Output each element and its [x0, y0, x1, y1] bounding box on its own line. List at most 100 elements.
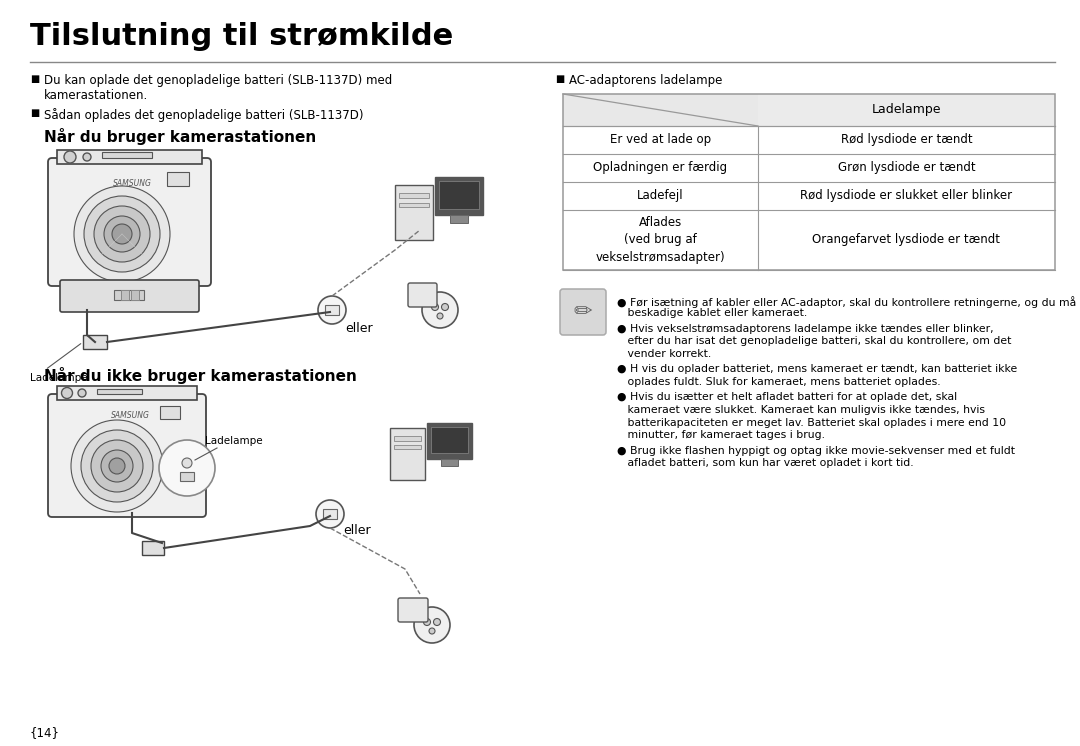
- Text: Orangefarvet lysdiode er tændt: Orangefarvet lysdiode er tændt: [812, 233, 1000, 246]
- Text: {14}: {14}: [30, 726, 60, 739]
- Text: ■: ■: [30, 74, 39, 84]
- Text: Ladelampe: Ladelampe: [205, 436, 262, 446]
- Bar: [390, 428, 426, 480]
- Text: kameraet være slukket. Kameraet kan muligvis ikke tændes, hvis: kameraet være slukket. Kameraet kan muli…: [617, 405, 985, 415]
- Circle shape: [414, 607, 450, 643]
- Bar: [399, 203, 429, 207]
- Bar: [563, 154, 1055, 182]
- Circle shape: [316, 500, 345, 528]
- Circle shape: [159, 440, 215, 496]
- FancyBboxPatch shape: [48, 394, 206, 517]
- Bar: [563, 94, 1055, 270]
- Bar: [57, 150, 202, 164]
- Circle shape: [78, 389, 86, 397]
- Bar: [394, 436, 421, 441]
- Circle shape: [75, 186, 170, 282]
- Text: batterikapaciteten er meget lav. Batteriet skal oplades i mere end 10: batterikapaciteten er meget lav. Batteri…: [617, 418, 1007, 427]
- Bar: [431, 427, 468, 453]
- Text: ● H vis du oplader batteriet, mens kameraet er tændt, kan batteriet ikke: ● H vis du oplader batteriet, mens kamer…: [617, 365, 1017, 374]
- FancyBboxPatch shape: [48, 158, 211, 286]
- Circle shape: [81, 430, 153, 502]
- Text: Når du bruger kamerastationen: Når du bruger kamerastationen: [44, 128, 316, 145]
- Text: ● Hvis vekselstrømsadaptorens ladelampe ikke tændes eller blinker,: ● Hvis vekselstrømsadaptorens ladelampe …: [617, 324, 994, 334]
- Text: Ladelampe: Ladelampe: [30, 373, 87, 383]
- Circle shape: [104, 216, 140, 252]
- Bar: [563, 210, 1055, 270]
- Bar: [102, 152, 152, 158]
- Bar: [180, 472, 194, 481]
- Circle shape: [422, 292, 458, 328]
- Circle shape: [183, 458, 192, 468]
- Bar: [435, 177, 483, 215]
- FancyBboxPatch shape: [399, 598, 428, 622]
- Text: eller: eller: [345, 322, 373, 335]
- Text: Er ved at lade op: Er ved at lade op: [610, 134, 711, 146]
- FancyBboxPatch shape: [408, 283, 437, 307]
- Circle shape: [84, 196, 160, 272]
- Text: ■: ■: [30, 108, 39, 118]
- Circle shape: [91, 440, 143, 492]
- Bar: [121, 290, 129, 300]
- Bar: [160, 406, 180, 419]
- Text: ● Før isætning af kabler eller AC-adaptor, skal du kontrollere retningerne, og d: ● Før isætning af kabler eller AC-adapto…: [617, 296, 1080, 308]
- Bar: [441, 459, 458, 466]
- Bar: [114, 290, 144, 300]
- Text: Grøn lysdiode er tændt: Grøn lysdiode er tændt: [838, 161, 975, 175]
- Text: Ladefejl: Ladefejl: [637, 189, 684, 202]
- Circle shape: [109, 458, 125, 474]
- Circle shape: [442, 304, 448, 310]
- Circle shape: [83, 153, 91, 161]
- Bar: [395, 185, 433, 240]
- Text: Rød lysdiode er slukket eller blinker: Rød lysdiode er slukket eller blinker: [800, 189, 1013, 202]
- FancyBboxPatch shape: [561, 289, 606, 335]
- Text: AC-adaptorens ladelampe: AC-adaptorens ladelampe: [569, 74, 723, 87]
- Circle shape: [318, 296, 346, 324]
- Bar: [438, 181, 480, 209]
- Bar: [394, 445, 421, 449]
- Bar: [167, 172, 189, 186]
- Bar: [758, 94, 1055, 126]
- Text: kamerastationen.: kamerastationen.: [44, 89, 148, 102]
- Text: Sådan oplades det genopladelige batteri (SLB-1137D): Sådan oplades det genopladelige batteri …: [44, 108, 364, 122]
- Circle shape: [432, 304, 438, 310]
- Circle shape: [433, 618, 441, 625]
- Bar: [399, 193, 429, 198]
- Text: Tilslutning til strømkilde: Tilslutning til strømkilde: [30, 22, 454, 51]
- Circle shape: [423, 618, 431, 625]
- Circle shape: [71, 420, 163, 512]
- Bar: [563, 94, 1055, 126]
- Text: Opladningen er færdig: Opladningen er færdig: [593, 161, 728, 175]
- Text: minutter, før kameraet tages i brug.: minutter, før kameraet tages i brug.: [617, 430, 825, 440]
- Bar: [563, 182, 1055, 210]
- Circle shape: [102, 450, 133, 482]
- Text: efter du har isat det genopladelige batteri, skal du kontrollere, om det: efter du har isat det genopladelige batt…: [617, 336, 1011, 346]
- Text: beskadige kablet eller kameraet.: beskadige kablet eller kameraet.: [617, 309, 807, 319]
- Text: SAMSUNG: SAMSUNG: [112, 180, 151, 189]
- Bar: [131, 290, 139, 300]
- Bar: [141, 541, 164, 555]
- Text: ■: ■: [555, 74, 564, 84]
- Text: ✏: ✏: [573, 302, 592, 322]
- Bar: [57, 386, 197, 400]
- Bar: [323, 509, 337, 519]
- Text: SAMSUNG: SAMSUNG: [110, 412, 149, 421]
- Text: eller: eller: [343, 524, 370, 537]
- Text: Når du ikke bruger kamerastationen: Når du ikke bruger kamerastationen: [44, 367, 356, 384]
- Bar: [325, 305, 339, 315]
- Text: oplades fuldt. Sluk for kameraet, mens batteriet oplades.: oplades fuldt. Sluk for kameraet, mens b…: [617, 377, 941, 387]
- Bar: [97, 389, 141, 394]
- Circle shape: [429, 628, 435, 634]
- Text: vender korrekt.: vender korrekt.: [617, 349, 712, 359]
- Bar: [83, 335, 107, 349]
- Circle shape: [64, 151, 76, 163]
- Circle shape: [437, 313, 443, 319]
- Bar: [563, 126, 1055, 154]
- Bar: [450, 215, 468, 223]
- Text: Rød lysdiode er tændt: Rød lysdiode er tændt: [840, 134, 972, 146]
- Circle shape: [94, 206, 150, 262]
- Text: Du kan oplade det genopladelige batteri (SLB-1137D) med: Du kan oplade det genopladelige batteri …: [44, 74, 392, 87]
- Text: ● Hvis du isætter et helt afladet batteri for at oplade det, skal: ● Hvis du isætter et helt afladet batter…: [617, 392, 957, 403]
- Text: ● Brug ikke flashen hyppigt og optag ikke movie-sekvenser med et fuldt: ● Brug ikke flashen hyppigt og optag ikk…: [617, 445, 1015, 456]
- Text: Ladelampe: Ladelampe: [872, 104, 942, 116]
- FancyBboxPatch shape: [60, 280, 199, 312]
